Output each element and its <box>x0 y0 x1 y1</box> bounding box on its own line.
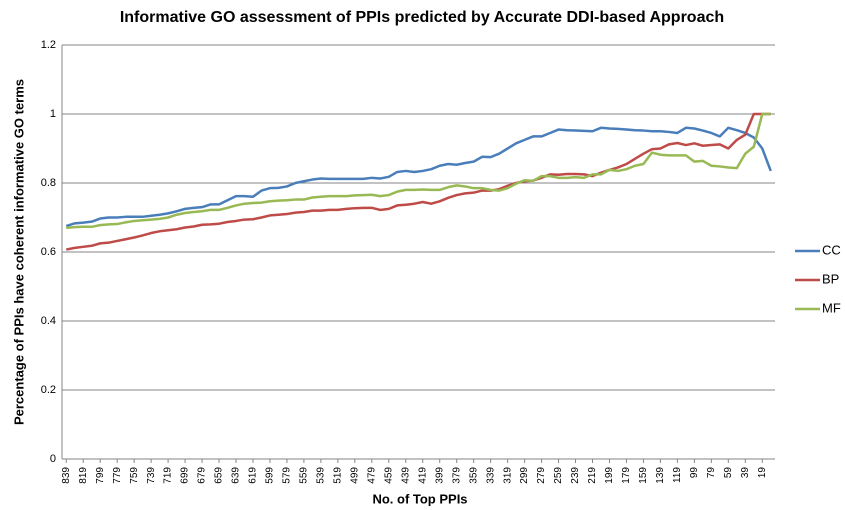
x-tick-label: 739 <box>146 467 157 484</box>
x-tick-label: 759 <box>129 467 140 484</box>
x-tick-label: 539 <box>316 467 327 484</box>
x-tick-label: 799 <box>95 467 106 484</box>
x-tick-label: 259 <box>553 467 564 484</box>
x-tick-label: 699 <box>180 467 191 484</box>
x-tick-label: 559 <box>299 467 310 484</box>
x-tick-label: 399 <box>434 467 445 484</box>
x-tick-label: 779 <box>112 467 123 484</box>
x-tick-label: 579 <box>282 467 293 484</box>
x-tick-label: 339 <box>485 467 496 484</box>
x-tick-label: 179 <box>621 467 632 484</box>
x-tick-label: 239 <box>570 467 581 484</box>
x-tick-label: 19 <box>757 467 768 479</box>
x-tick-label: 79 <box>706 467 717 479</box>
x-tick-label: 819 <box>78 467 89 484</box>
y-tick-label: 0 <box>50 453 56 465</box>
y-tick-label: 1 <box>50 108 56 120</box>
x-tick-label: 519 <box>333 467 344 484</box>
x-tick-label: 59 <box>723 467 734 479</box>
x-tick-label: 379 <box>451 467 462 484</box>
x-tick-label: 359 <box>468 467 479 484</box>
y-tick-label: 0.4 <box>41 315 56 327</box>
series-line <box>65 112 771 251</box>
x-tick-label: 299 <box>519 467 530 484</box>
x-tick-label: 279 <box>536 467 547 484</box>
y-tick-label: 0.6 <box>41 246 56 258</box>
legend-label: BP <box>822 271 839 286</box>
x-tick-label: 639 <box>231 467 242 484</box>
x-tick-label: 39 <box>740 467 751 479</box>
series-line <box>66 112 771 230</box>
x-tick-label: 199 <box>604 467 615 484</box>
y-tick-label: 0.2 <box>41 384 56 396</box>
x-tick-label: 719 <box>163 467 174 484</box>
x-tick-label: 159 <box>638 467 649 484</box>
x-tick-label: 479 <box>366 467 377 484</box>
x-tick-label: 599 <box>265 467 276 484</box>
x-tick-label: 139 <box>655 467 666 484</box>
legend-label: MF <box>822 300 841 315</box>
x-tick-label: 499 <box>349 467 360 484</box>
x-tick-label: 99 <box>689 467 700 479</box>
x-tick-label: 619 <box>248 467 259 484</box>
x-tick-label: 119 <box>672 467 683 483</box>
x-tick-label: 439 <box>400 467 411 484</box>
x-tick-label: 419 <box>417 467 428 484</box>
series-line <box>65 126 772 228</box>
y-axis-title: Percentage of PPIs have coherent informa… <box>11 79 26 425</box>
x-tick-label: 679 <box>197 467 208 484</box>
y-tick-label: 1.2 <box>41 39 56 51</box>
x-tick-label: 839 <box>61 467 72 484</box>
x-axis-title: No. of Top PPIs <box>372 491 467 506</box>
x-tick-label: 659 <box>214 467 225 484</box>
y-tick-label: 0.8 <box>41 177 56 189</box>
legend-label: CC <box>822 242 841 257</box>
chart-title: Informative GO assessment of PPIs predic… <box>120 9 724 26</box>
x-tick-label: 319 <box>502 467 513 484</box>
x-tick-label: 219 <box>587 467 598 484</box>
x-tick-label: 459 <box>383 467 394 484</box>
